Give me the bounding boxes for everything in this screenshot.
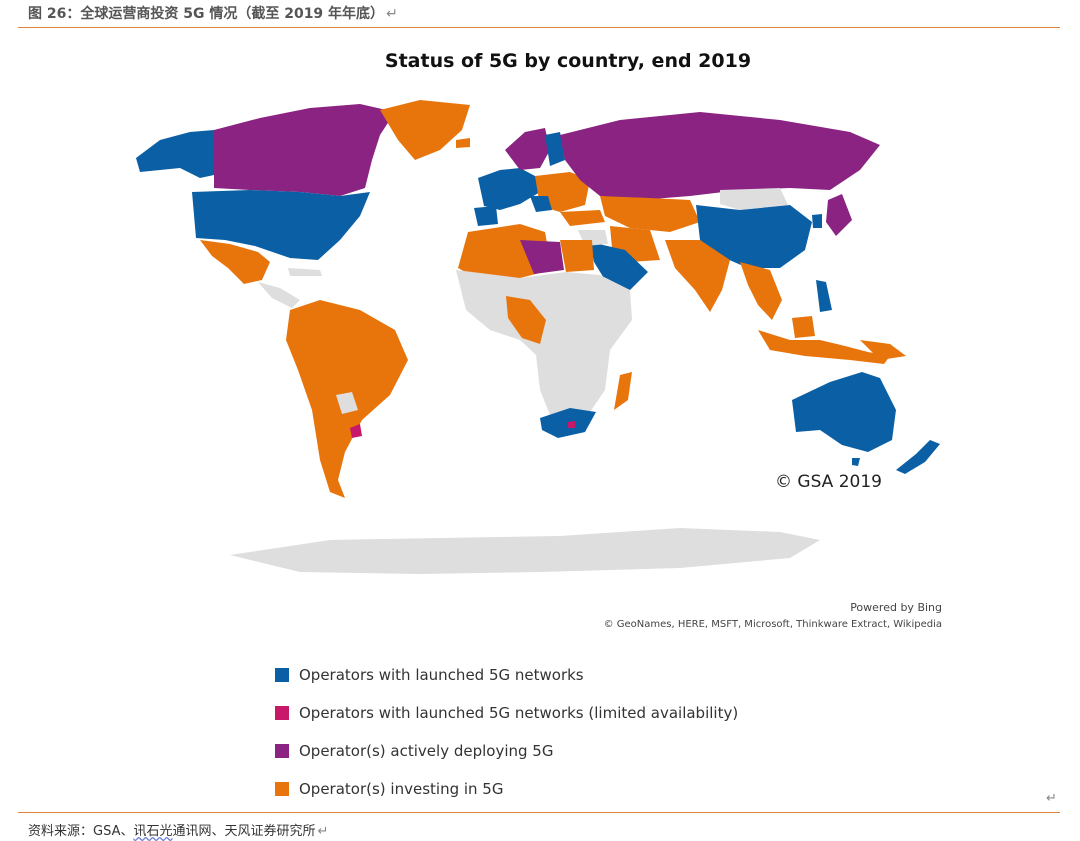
legend-label-investing: Operator(s) investing in 5G (299, 780, 504, 798)
world-map (136, 100, 940, 574)
legend-swatch-launched (275, 668, 289, 682)
map-attribution: © GeoNames, HERE, MSFT, Microsoft, Think… (603, 619, 942, 630)
legend-label-launched: Operators with launched 5G networks (299, 666, 584, 684)
region-finland (545, 132, 565, 166)
legend-label-limited: Operators with launched 5G networks (lim… (299, 704, 739, 722)
region-russia (560, 112, 880, 200)
region-india (665, 240, 730, 312)
legend-item-deploying: Operator(s) actively deploying 5G (275, 732, 738, 770)
region-lesotho (568, 421, 575, 428)
map-copyright: © GSA 2019 (775, 472, 882, 492)
region-antarctica (230, 528, 820, 574)
legend-swatch-limited (275, 706, 289, 720)
legend-item-limited: Operators with launched 5G networks (lim… (275, 694, 738, 732)
region-central-america (258, 282, 300, 308)
map-legend: Operators with launched 5G networks Oper… (275, 656, 738, 808)
figure-caption-text: 图 26：全球运营商投资 5G 情况（截至 2019 年年底） (28, 6, 385, 22)
region-madagascar (614, 372, 632, 410)
top-divider (18, 27, 1060, 28)
map-title: Status of 5G by country, end 2019 (384, 50, 752, 72)
region-caribbean (288, 268, 322, 276)
region-bolivia-grey (336, 392, 358, 414)
region-balkans (530, 196, 552, 212)
region-korea (812, 214, 822, 228)
region-borneo (792, 316, 815, 338)
return-mark: ↵ (1046, 791, 1057, 806)
region-alaska (136, 130, 214, 178)
region-libya (520, 240, 564, 274)
region-central-asia (600, 196, 700, 232)
region-china (696, 205, 812, 268)
source-suffix: 通讯网、天风证券研究所 (172, 824, 316, 839)
region-turkey (560, 210, 605, 226)
region-usa (192, 190, 370, 260)
region-iberia (474, 206, 498, 226)
region-west-africa (506, 296, 546, 344)
legend-label-deploying: Operator(s) actively deploying 5G (299, 742, 554, 760)
region-png (860, 340, 906, 360)
region-scandinavia (505, 128, 550, 170)
region-southeast-asia (740, 262, 782, 320)
region-mongolia (720, 188, 788, 210)
source-paragraph-mark: ↵ (317, 824, 329, 839)
powered-by-label: Powered by Bing (850, 601, 942, 614)
region-western-europe (478, 168, 540, 210)
bottom-divider (18, 812, 1060, 813)
region-uruguay (350, 424, 362, 438)
region-new-zealand (896, 440, 940, 474)
region-north-africa (458, 224, 552, 280)
region-philippines (816, 280, 832, 312)
legend-item-launched: Operators with launched 5G networks (275, 656, 738, 694)
region-egypt (560, 240, 594, 272)
legend-swatch-deploying (275, 744, 289, 758)
source-underlined: 讯石光 (133, 824, 173, 839)
region-australia (792, 372, 896, 452)
source-prefix: 资料来源：GSA、 (28, 824, 134, 839)
region-tasmania (852, 458, 860, 466)
region-japan (826, 194, 852, 236)
legend-item-investing: Operator(s) investing in 5G (275, 770, 738, 808)
source-note: 资料来源：GSA、讯石光通讯网、天风证券研究所 ↵ (28, 820, 328, 839)
region-iceland (456, 138, 470, 148)
region-mexico (200, 240, 270, 284)
region-indonesia (758, 330, 890, 364)
region-canada (214, 104, 395, 196)
paragraph-mark: ↵ (386, 6, 398, 22)
region-africa-grey (456, 270, 632, 420)
region-greenland (380, 100, 470, 160)
figure-caption: 图 26：全球运营商投资 5G 情况（截至 2019 年年底） ↵ (28, 3, 398, 23)
legend-swatch-investing (275, 782, 289, 796)
